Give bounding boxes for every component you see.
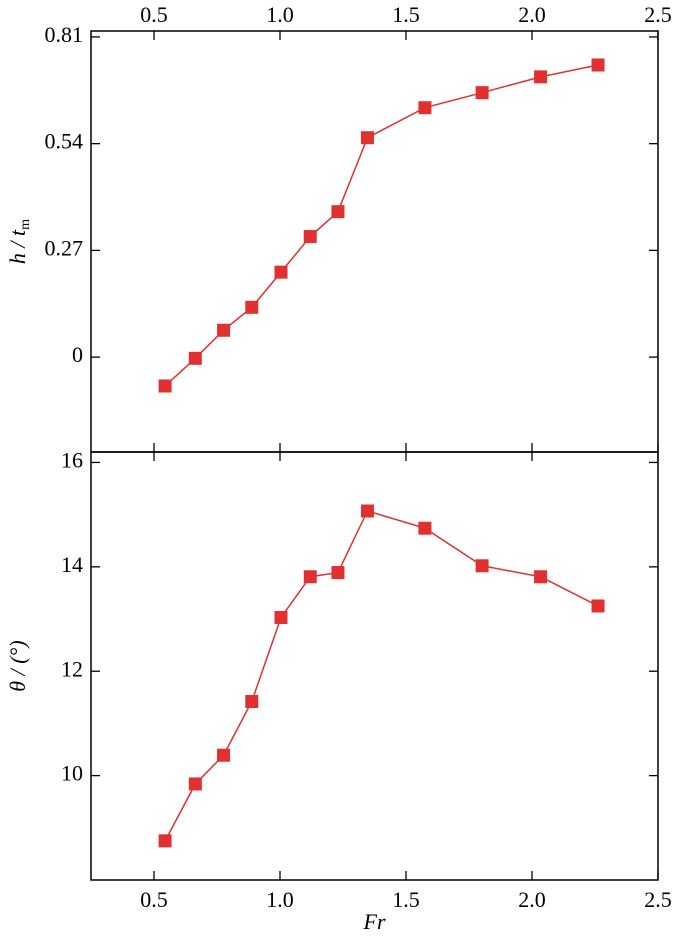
plot-frame (90, 451, 659, 881)
x-tick-label: 2.5 (644, 2, 672, 27)
x-tick-label: 1.5 (392, 2, 420, 27)
data-point (534, 570, 548, 584)
data-point (158, 834, 172, 848)
data-point (331, 205, 345, 219)
x-tick-label: 1.0 (266, 887, 294, 912)
series-line (164, 64, 599, 387)
data-point (475, 559, 489, 573)
data-point (217, 323, 231, 337)
y-axis-label-subscript: m (18, 219, 33, 230)
data-point (217, 748, 231, 762)
x-tick-label: 0.5 (140, 2, 168, 27)
y-tick-label: 0.81 (45, 22, 84, 47)
data-point (534, 70, 548, 84)
y-axis-label-main: θ / (°) (5, 640, 30, 691)
data-point (418, 101, 432, 115)
data-point (303, 570, 317, 584)
data-point (591, 599, 605, 613)
data-point (331, 566, 345, 580)
x-tick-label: 2.5 (644, 887, 672, 912)
y-tick-label: 0.27 (45, 235, 84, 260)
y-axis-label-main: h / t (5, 229, 30, 264)
data-point (158, 379, 172, 393)
x-tick-label: 2.0 (518, 887, 546, 912)
x-tick-label: 0.5 (140, 887, 168, 912)
y-tick-label: 14 (61, 552, 83, 577)
y-tick-label: 0 (72, 342, 83, 367)
data-point (418, 521, 432, 535)
plot-frame (90, 30, 659, 453)
data-point (360, 504, 374, 518)
data-point (360, 131, 374, 145)
x-tick-label: 2.0 (518, 2, 546, 27)
data-point (245, 694, 259, 708)
y-axis-label: h / tm (5, 219, 33, 264)
x-tick-label: 1.0 (266, 2, 294, 27)
x-tick-label: 1.5 (392, 887, 420, 912)
data-point (188, 351, 202, 365)
data-point (475, 86, 489, 100)
y-tick-label: 12 (61, 656, 83, 681)
y-tick-label: 16 (61, 447, 83, 472)
data-point (303, 230, 317, 244)
data-point (274, 265, 288, 279)
y-tick-label: 0.54 (45, 129, 84, 154)
data-point (274, 610, 288, 624)
data-point (591, 58, 605, 72)
data-point (188, 777, 202, 791)
y-axis-label: θ / (°) (5, 640, 30, 691)
x-axis-label: Fr (363, 909, 386, 934)
data-point (245, 300, 259, 314)
y-tick-label: 10 (61, 761, 83, 786)
series-line (164, 510, 599, 842)
